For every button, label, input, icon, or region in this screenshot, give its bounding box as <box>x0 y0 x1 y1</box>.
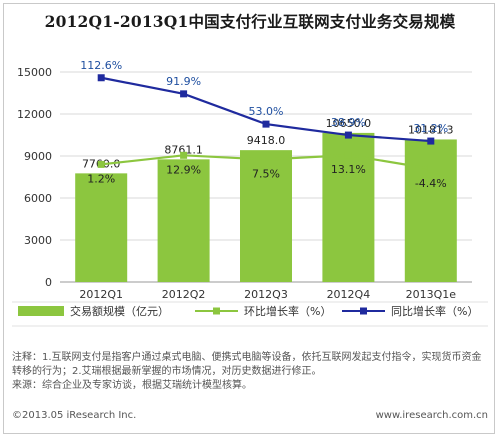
y-axis-ticks: 0 3000 6000 9000 12000 15000 <box>17 66 52 289</box>
yoy-data-label: 91.9% <box>166 75 201 88</box>
bar <box>240 150 292 282</box>
yoy-point <box>262 120 270 128</box>
yoy-point <box>427 137 435 145</box>
legend-yoy-marker <box>360 307 367 315</box>
mom-data-label: 13.1% <box>331 163 366 176</box>
legend-mom-marker <box>213 307 220 315</box>
line-series: 1.2% 12.9% 7.5% 13.1% -4.4% 112.6% 91.9% 53.0% 3… <box>80 59 448 190</box>
mom-data-label: 7.5% <box>252 168 280 181</box>
copyright-text: ©2013.05 iResearch Inc. <box>12 410 137 421</box>
y-tick-label: 12000 <box>17 108 52 121</box>
y-tick-label: 3000 <box>24 234 52 247</box>
legend-label: 同比增长率（%） <box>391 304 478 318</box>
mom-data-label: 1.2% <box>87 172 115 185</box>
bar-data-label: 8761.1 <box>164 143 203 156</box>
yoy-data-label: 31.2% <box>413 122 448 135</box>
yoy-data-label: 38.9% <box>331 116 366 129</box>
bar-data-label: 10181.3 <box>408 123 454 136</box>
y-tick-label: 9000 <box>24 150 52 163</box>
yoy-point <box>344 131 352 139</box>
mom-point <box>97 160 105 168</box>
x-tick-label: 2012Q2 <box>162 288 206 301</box>
note-line-2: 来源：综合企业及专家访谈，根据艾瑞统计模型核算。 <box>12 380 252 391</box>
bar <box>157 159 210 282</box>
y-tick-label: 6000 <box>24 192 52 205</box>
x-tick-label: 2012Q4 <box>327 288 371 301</box>
yoy-point <box>180 90 188 98</box>
yoy-data-label: 112.6% <box>80 59 122 72</box>
x-axis-ticks: 2012Q1 2012Q2 2012Q3 2012Q4 2013Q1e <box>79 288 456 301</box>
yoy-point <box>97 74 105 82</box>
legend-label: 交易额规模（亿元） <box>70 304 169 318</box>
yoy-data-label: 53.0% <box>249 105 284 118</box>
mom-point <box>427 165 435 173</box>
chart-title: 2012Q1-2013Q1中国支付行业互联网支付业务交易规模 <box>44 12 456 31</box>
y-tick-label: 15000 <box>17 66 52 79</box>
mom-point <box>180 151 188 159</box>
mom-point <box>262 156 270 163</box>
bar-data-label: 10650.0 <box>326 117 372 130</box>
website-text: www.iresearch.com.cn <box>375 410 488 421</box>
x-tick-label: 2012Q1 <box>79 288 123 301</box>
mom-point <box>344 151 352 159</box>
x-tick-label: 2013Q1e <box>406 288 457 301</box>
legend-bar-swatch <box>18 306 64 316</box>
x-tick-label: 2012Q3 <box>244 288 288 301</box>
chart-legend: 交易额规模（亿元） 环比增长率（%） 同比增长率（%） <box>12 301 488 327</box>
bar <box>404 139 457 282</box>
mom-data-label: -4.4% <box>415 177 447 190</box>
mom-data-label: 12.9% <box>166 163 201 176</box>
y-tick-label: 0 <box>45 276 52 289</box>
bar-data-label: 9418.0 <box>247 134 286 147</box>
legend-label: 环比增长率（%） <box>244 304 331 318</box>
chart-notes: 注释：1.互联网支付是指客户通过桌式电脑、便携式电脑等设备，依托互联网发起支付指… <box>12 351 490 393</box>
note-line-1: 注释：1.互联网支付是指客户通过桌式电脑、便携式电脑等设备，依托互联网发起支付指… <box>12 352 482 377</box>
bar <box>75 173 128 282</box>
bar-series <box>75 132 457 282</box>
